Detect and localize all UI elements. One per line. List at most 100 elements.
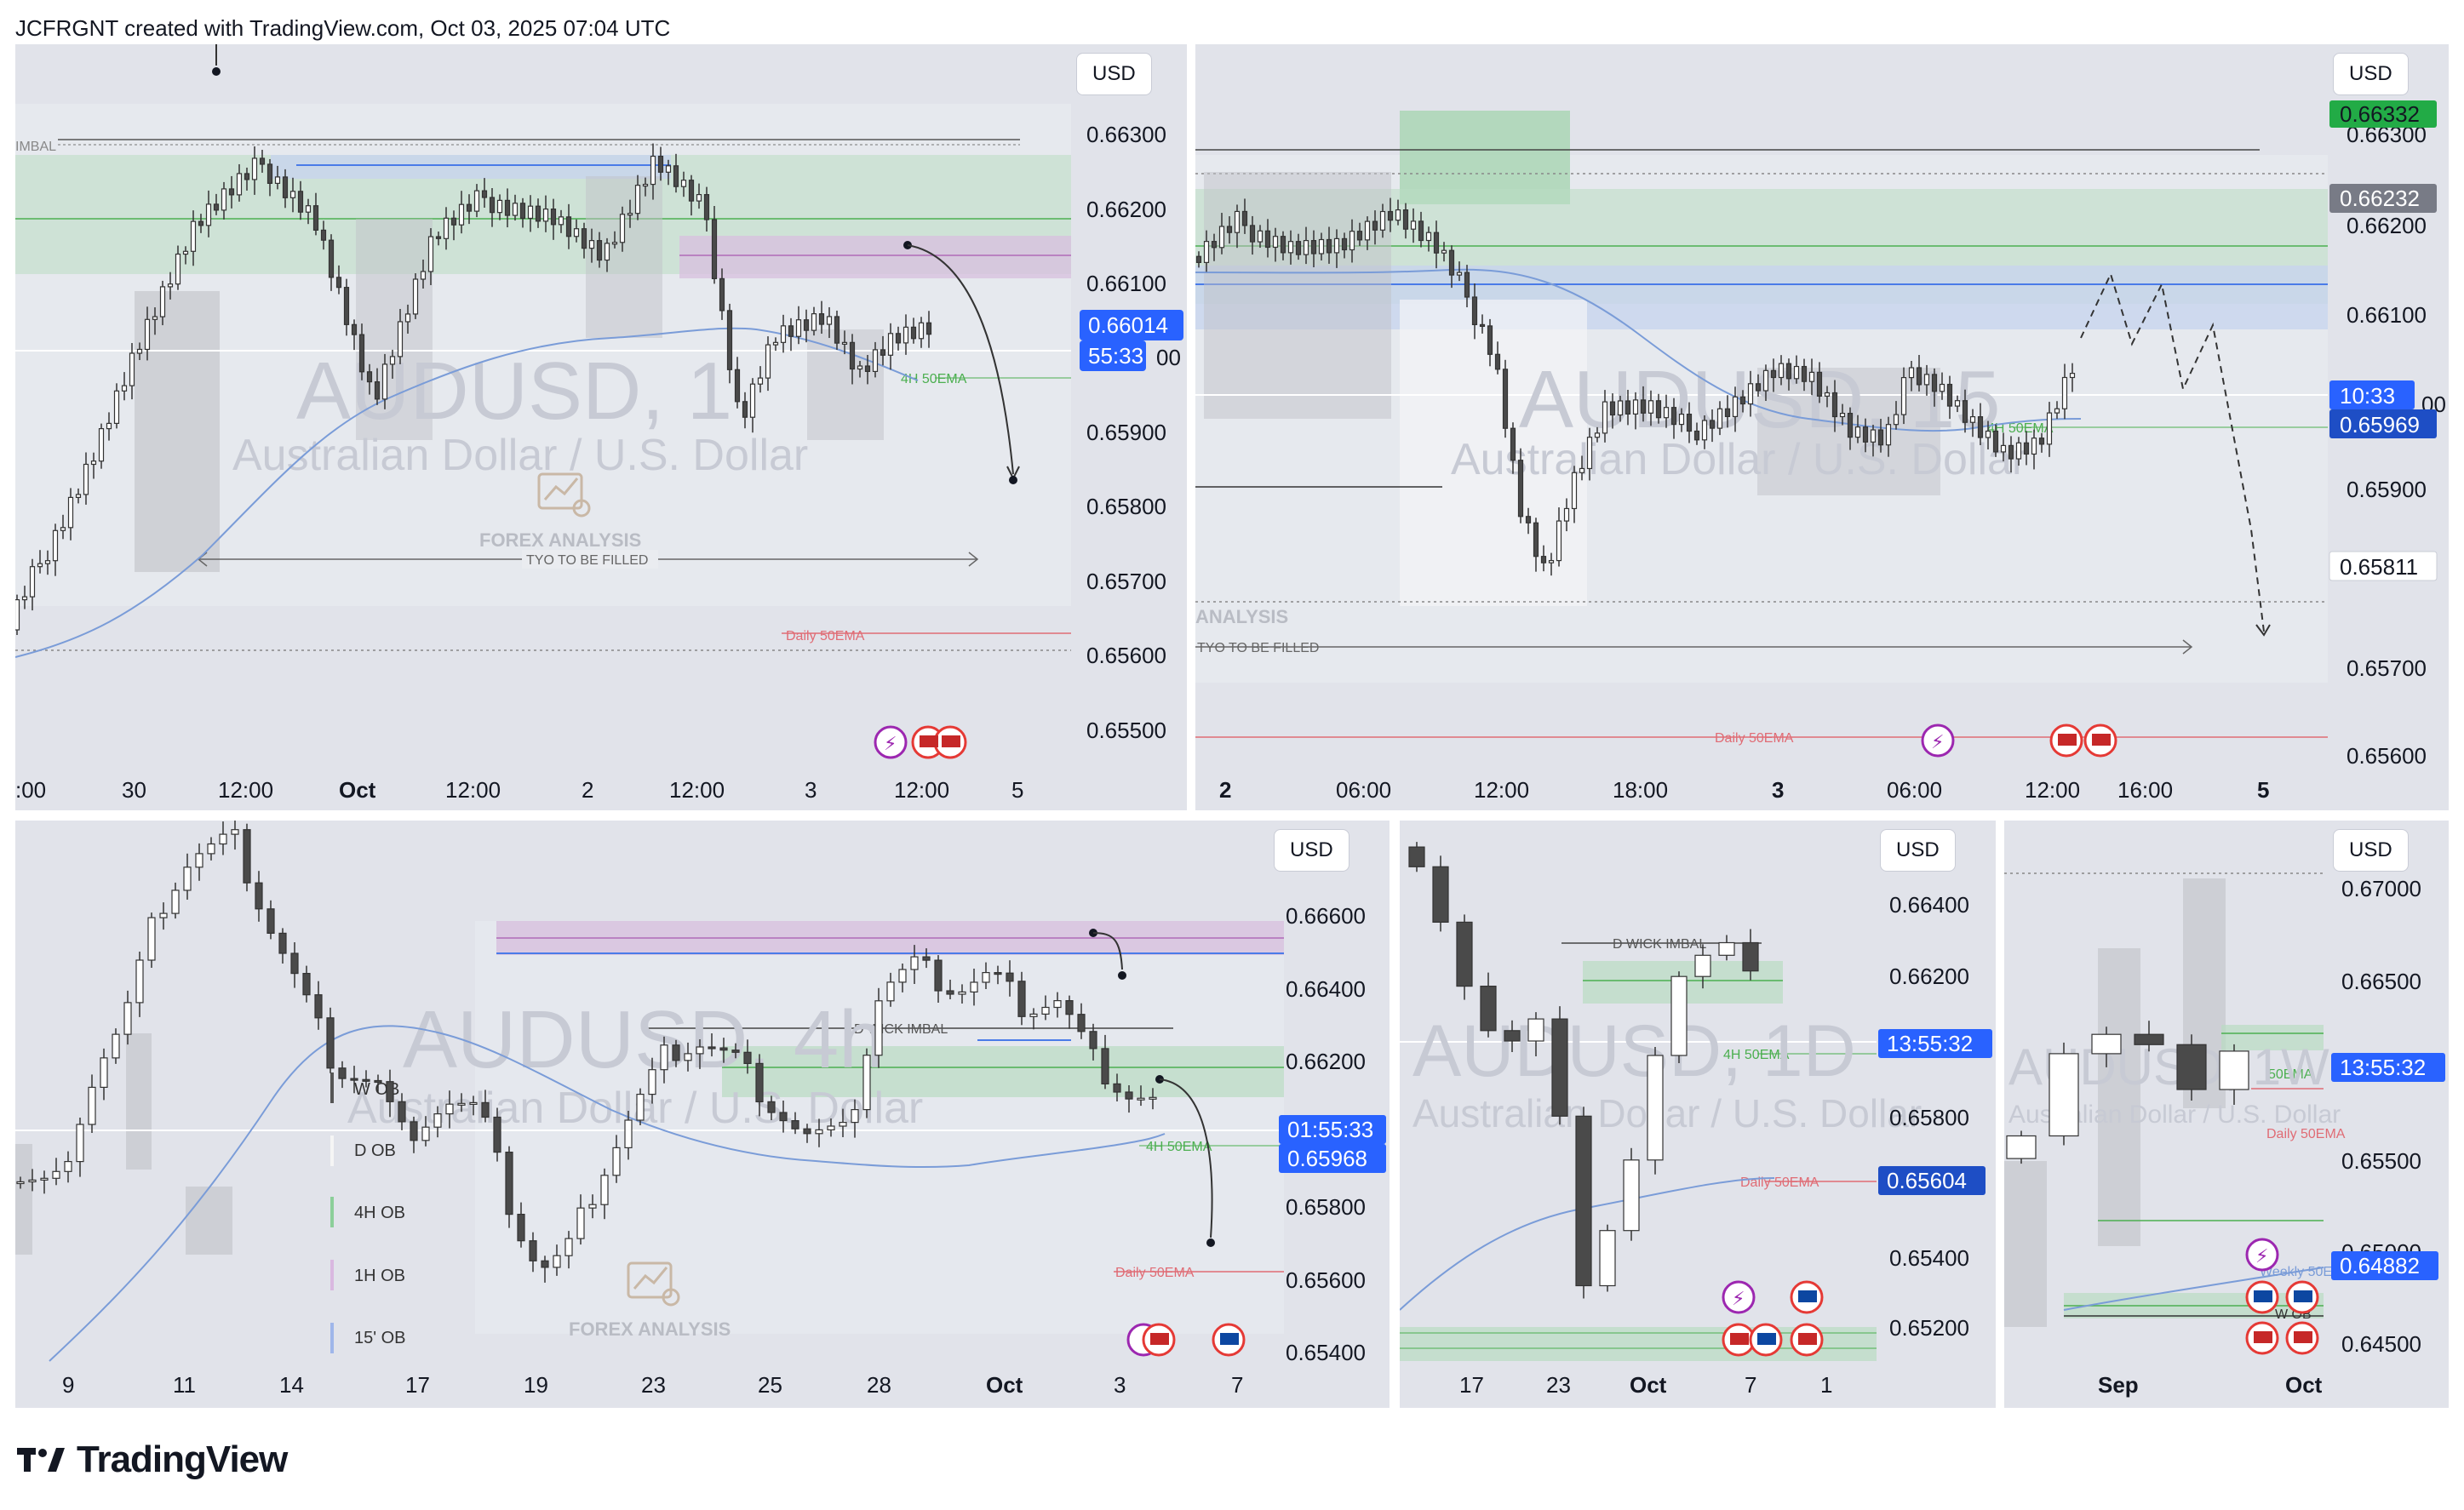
chart-canvas-15m[interactable]: Daily 50EMA 4H 50EMA AUDUSD, 15 Australi… xyxy=(1195,44,2449,810)
time-axis[interactable]: 17 23 Oct 7 1 xyxy=(1459,1372,1832,1398)
candle-body xyxy=(1533,522,1539,558)
candle-body xyxy=(1617,400,1624,416)
svg-text:7: 7 xyxy=(1231,1372,1243,1398)
svg-text:⚡: ⚡ xyxy=(1931,732,1944,753)
time-axis[interactable]: 9 11 14 17 19 23 25 28 Oct 3 7 xyxy=(62,1372,1243,1398)
candle-body xyxy=(305,205,312,213)
candle-body xyxy=(596,240,603,261)
chart-canvas-4h[interactable]: D WICK IMBAL 4H 50EMA Daily 50EMA AUDUSD… xyxy=(15,821,1390,1408)
svg-text:18:00: 18:00 xyxy=(1613,777,1668,803)
current-price-badge xyxy=(2329,409,2437,438)
currency-button[interactable]: USD xyxy=(1274,829,1349,872)
candle-body xyxy=(780,325,787,343)
countdown-badge xyxy=(1878,1029,1992,1058)
candle-body xyxy=(886,981,895,1002)
candle-body xyxy=(1504,1030,1521,1042)
svg-text:1H OB: 1H OB xyxy=(354,1267,405,1285)
candle-body xyxy=(680,180,687,187)
candle-body xyxy=(795,319,802,337)
candle-body xyxy=(1341,237,1348,251)
candle-body xyxy=(466,203,473,212)
price-axis[interactable]: 0.66300 0.66200 0.66100 00 0.65900 0.658… xyxy=(1086,122,1181,743)
svg-text:⚡: ⚡ xyxy=(1732,1289,1745,1310)
svg-text:3: 3 xyxy=(1114,1372,1126,1398)
price-axis[interactable]: 0.66300 0.66200 0.66100 00 0.65900 0.657… xyxy=(2347,122,2446,769)
chart-canvas-1m[interactable]: IMBAL AUDUSD, 1 Australian Dollar / U.S.… xyxy=(15,44,1187,810)
candle-body xyxy=(450,217,457,226)
price-mark-high xyxy=(2329,100,2437,128)
candle-body xyxy=(1647,400,1654,414)
candle-body xyxy=(1742,941,1759,972)
candle-body xyxy=(398,1101,406,1123)
candle-body xyxy=(1410,220,1417,230)
candle-body xyxy=(767,1101,776,1113)
candle-body xyxy=(1625,400,1631,415)
currency-button[interactable]: USD xyxy=(2333,53,2409,95)
svg-text:0.64500: 0.64500 xyxy=(2341,1331,2421,1357)
chart-panel-bottom-middle[interactable]: D WICK IMBAL 4H 50EMA Daily 50EMA AUDUSD… xyxy=(1400,821,1996,1408)
candle-body xyxy=(1101,1048,1109,1084)
event-icons[interactable]: ⚡ xyxy=(2245,1238,2319,1355)
candle-body xyxy=(1448,249,1455,276)
candle-body xyxy=(1195,255,1202,263)
chart-panel-bottom-right[interactable]: 50EMA Daily 50EMA Weekly 50EMA W OB AUDU… xyxy=(2004,821,2449,1408)
currency-button[interactable]: USD xyxy=(2333,829,2409,872)
candle-body xyxy=(2046,412,2053,445)
chart-canvas-1w[interactable]: 50EMA Daily 50EMA Weekly 50EMA W OB AUDU… xyxy=(2004,821,2449,1408)
svg-text:Weekly 50EMA: Weekly 50EMA xyxy=(2260,1265,2352,1279)
currency-button[interactable]: USD xyxy=(1880,829,1956,872)
time-axis[interactable]: 2 06:00 12:00 18:00 3 06:00 12:00 16:00 … xyxy=(1219,777,2269,803)
event-icons[interactable]: ⚡ xyxy=(874,725,967,759)
candle-body xyxy=(1387,210,1394,221)
candle-body xyxy=(895,333,902,344)
candle-body xyxy=(1575,1115,1592,1287)
price-mark-low xyxy=(2329,551,2438,581)
price-axis[interactable]: 0.66600 0.66400 0.66200 0.65800 0.65600 … xyxy=(1286,903,1366,1365)
candle-body xyxy=(1525,516,1532,523)
candle-body xyxy=(266,908,275,935)
event-icons[interactable] xyxy=(1126,1323,1246,1357)
candle-body xyxy=(755,1062,764,1102)
time-axis[interactable]: Sep Oct xyxy=(2098,1372,2323,1398)
candle-body xyxy=(934,959,943,992)
candle-body xyxy=(1854,426,1861,438)
candle-body xyxy=(600,1175,609,1205)
candle-body xyxy=(198,220,204,226)
daily-ema-label: Daily 50EMA xyxy=(1715,731,1794,746)
candle-body xyxy=(29,566,36,598)
event-icons[interactable]: ⚡ xyxy=(1722,1280,1824,1357)
svg-text:Sep: Sep xyxy=(2098,1372,2139,1398)
candle-body xyxy=(564,1238,573,1256)
candle-body xyxy=(1379,210,1386,231)
ema-line xyxy=(1195,268,2082,432)
candle-body xyxy=(15,598,20,631)
candle-body xyxy=(481,1101,490,1118)
svg-text:0.66200: 0.66200 xyxy=(1889,964,1969,989)
chart-panel-bottom-left[interactable]: D WICK IMBAL 4H 50EMA Daily 50EMA AUDUSD… xyxy=(15,821,1390,1408)
tradingview-footer[interactable]: TradingView xyxy=(17,1439,288,1481)
chart-canvas-1d[interactable]: D WICK IMBAL 4H 50EMA Daily 50EMA AUDUSD… xyxy=(1400,821,1996,1408)
candle-body xyxy=(1663,407,1670,419)
candle-body xyxy=(129,352,135,386)
candle-body xyxy=(1670,407,1677,426)
candle-body xyxy=(404,313,411,323)
candle-body xyxy=(100,1057,108,1089)
candle-body xyxy=(1839,413,1846,418)
candle-body xyxy=(302,973,311,996)
svg-text:0.65500: 0.65500 xyxy=(2341,1148,2421,1174)
event-icons[interactable]: ⚡ xyxy=(1921,724,2117,758)
svg-text:0.66332: 0.66332 xyxy=(2340,101,2420,127)
candle-body xyxy=(1137,1097,1145,1101)
candle-body xyxy=(1977,416,1984,438)
time-axis[interactable]: :00 30 12:00 Oct 12:00 2 12:00 3 12:00 5 xyxy=(15,777,1023,803)
price-axis[interactable]: 0.66400 0.66200 0.65800 0.65400 0.65200 xyxy=(1889,892,1969,1341)
chart-panel-top-left[interactable]: IMBAL AUDUSD, 1 Australian Dollar / U.S.… xyxy=(15,44,1187,810)
candle-body xyxy=(489,197,496,214)
chart-panel-top-right[interactable]: Daily 50EMA 4H 50EMA AUDUSD, 15 Australi… xyxy=(1195,44,2449,810)
candle-body xyxy=(435,236,442,239)
svg-text:12:00: 12:00 xyxy=(445,777,501,803)
currency-button[interactable]: USD xyxy=(1076,53,1152,95)
candle-body xyxy=(1893,414,1900,426)
candle-body xyxy=(2134,1033,2164,1045)
